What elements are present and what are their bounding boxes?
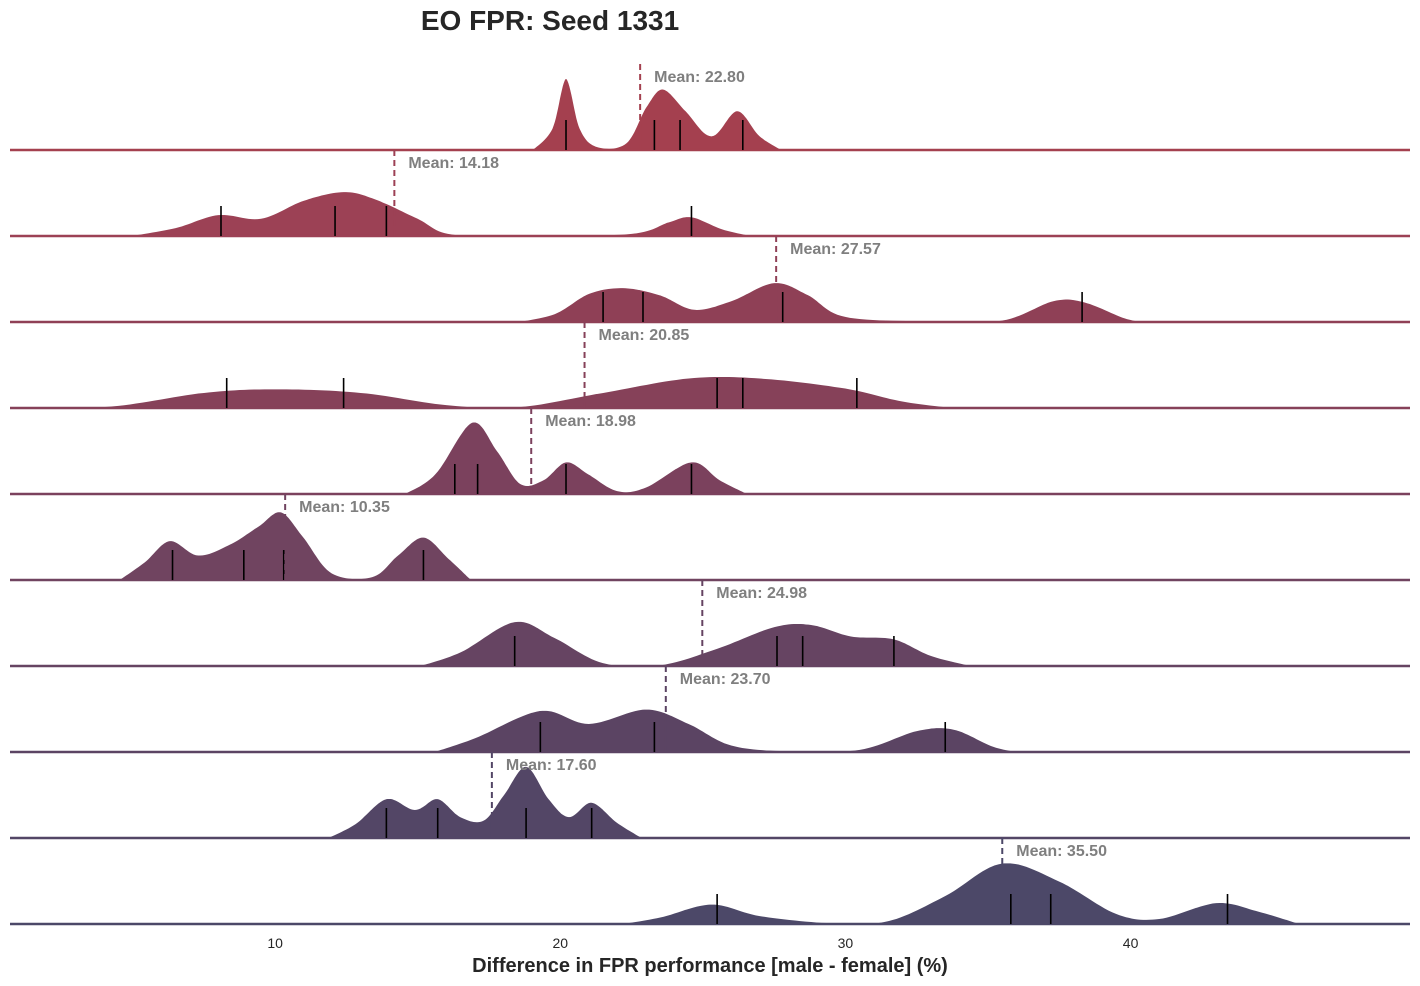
density-area bbox=[47, 375, 960, 409]
density-area bbox=[514, 281, 1148, 323]
chart-title: EO FPR: Seed 1331 bbox=[421, 5, 679, 36]
density-area bbox=[116, 510, 474, 581]
density-area bbox=[529, 77, 786, 151]
mean-label: Mean: 27.57 bbox=[790, 241, 881, 258]
x-axis-ticks: 10 20 30 40 bbox=[267, 935, 1138, 951]
mean-label: Mean: 18.98 bbox=[545, 413, 636, 430]
ridge-row: Mean: 22.80 bbox=[10, 64, 1410, 152]
ridge-row: Mean: 27.57 bbox=[10, 236, 1410, 324]
ridge-row: Mean: 14.18 bbox=[10, 150, 1410, 238]
density-area bbox=[431, 708, 1023, 753]
x-tick-label: 40 bbox=[1123, 935, 1139, 951]
ridges-group: Mean: 22.80 Mean: 14.18 Mean: 27.57 Mean: 2… bbox=[10, 64, 1410, 926]
x-tick-label: 10 bbox=[267, 935, 283, 951]
density-area bbox=[126, 190, 755, 237]
mean-label: Mean: 17.60 bbox=[506, 757, 597, 774]
ridge-row: Mean: 24.98 bbox=[10, 580, 1410, 668]
x-axis-label: Difference in FPR performance [male - fe… bbox=[472, 955, 948, 977]
x-tick-label: 30 bbox=[838, 935, 854, 951]
density-area bbox=[326, 765, 646, 839]
mean-label: Mean: 14.18 bbox=[408, 155, 499, 172]
ridge-row: Mean: 17.60 bbox=[10, 752, 1410, 840]
ridge-row: Mean: 35.50 bbox=[10, 838, 1410, 926]
mean-label: Mean: 35.50 bbox=[1016, 843, 1107, 860]
ridge-row: Mean: 23.70 bbox=[10, 666, 1410, 754]
ridge-row: Mean: 18.98 bbox=[10, 408, 1410, 496]
mean-label: Mean: 23.70 bbox=[680, 671, 771, 688]
density-area bbox=[400, 420, 749, 495]
mean-label: Mean: 22.80 bbox=[654, 69, 745, 86]
ridge-row: Mean: 10.35 bbox=[10, 494, 1410, 582]
ridge-row: Mean: 20.85 bbox=[10, 322, 1410, 410]
mean-label: Mean: 20.85 bbox=[599, 327, 690, 344]
mean-label: Mean: 24.98 bbox=[716, 585, 807, 602]
mean-label: Mean: 10.35 bbox=[299, 499, 390, 516]
x-tick-label: 20 bbox=[553, 935, 569, 951]
density-area bbox=[417, 620, 974, 667]
density-area bbox=[617, 861, 1302, 925]
